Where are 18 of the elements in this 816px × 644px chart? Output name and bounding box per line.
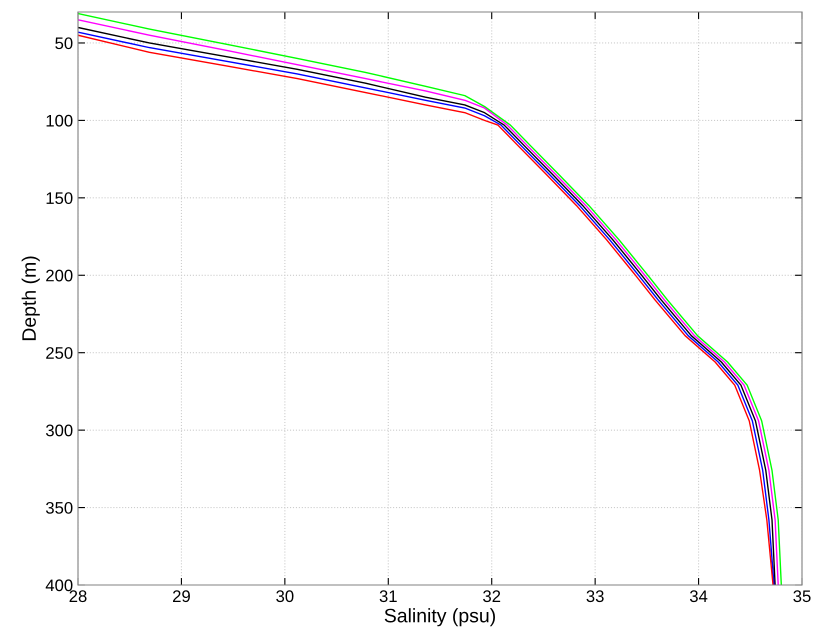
x-tick-label: 34 xyxy=(690,590,708,602)
y-tick-label: 250 xyxy=(46,347,72,359)
y-tick-label: 100 xyxy=(46,114,72,127)
x-tick-label: 30 xyxy=(276,590,294,602)
y-tick-label: 150 xyxy=(46,192,72,204)
x-tick-label: 33 xyxy=(586,590,604,602)
y-tick-label: 200 xyxy=(46,270,72,282)
y-tick-label: 300 xyxy=(46,424,72,436)
x-tick-label: 31 xyxy=(380,590,397,602)
x-tick-label: 32 xyxy=(483,590,500,602)
y-axis-title: Depth (m) xyxy=(22,256,40,340)
y-tick-label: 400 xyxy=(46,579,72,592)
x-tick-label: 35 xyxy=(793,590,811,602)
y-tick-label: 50 xyxy=(55,37,72,50)
x-axis-title: Salinity (psu) xyxy=(384,608,495,626)
x-tick-label: 28 xyxy=(70,590,87,602)
y-tick-label: 350 xyxy=(46,502,72,514)
x-tick-label: 29 xyxy=(173,590,190,602)
